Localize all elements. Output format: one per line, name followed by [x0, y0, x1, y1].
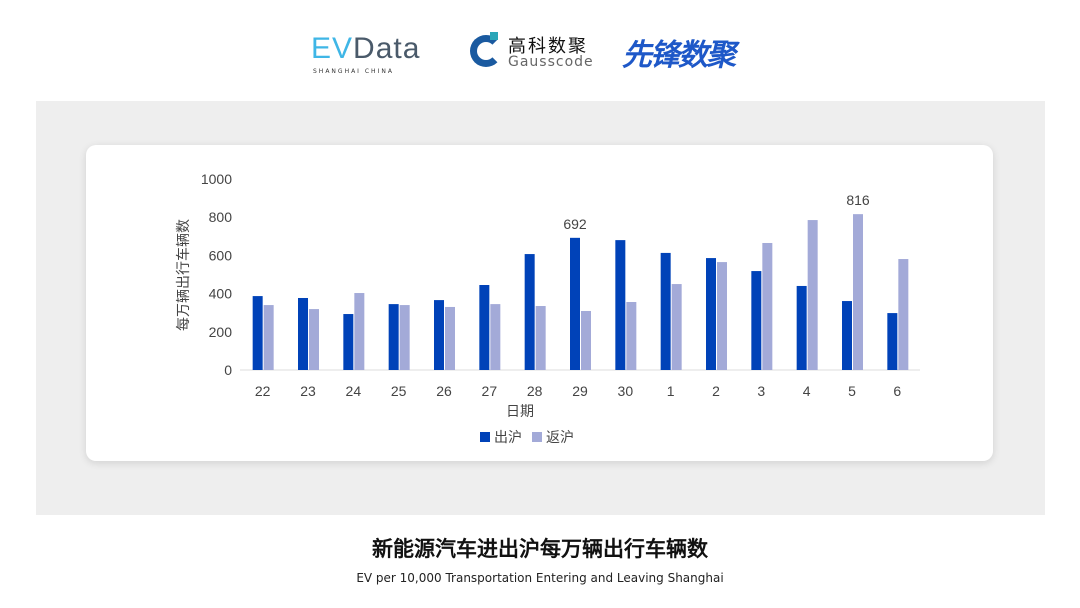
data-label: 692	[563, 216, 587, 232]
x-tick-label: 26	[436, 383, 452, 399]
x-tick-label: 2	[712, 383, 720, 399]
y-tick-label: 1000	[201, 171, 232, 187]
xianfeng-logo: 先锋数聚	[622, 38, 736, 73]
bar-back	[762, 242, 773, 370]
x-tick-label: 24	[346, 383, 362, 399]
x-tick-label: 1	[667, 383, 675, 399]
legend-label: 出沪	[494, 430, 522, 446]
bar-back	[581, 310, 591, 370]
y-tick-label: 200	[209, 324, 233, 340]
bar-out	[524, 254, 535, 370]
evdata-sub: SHANGHAI CHINA	[313, 68, 394, 75]
bar-back	[399, 305, 410, 370]
y-tick-label: 600	[209, 247, 233, 263]
bar-back	[490, 304, 501, 370]
bar-out	[615, 240, 626, 370]
bar-out	[751, 271, 762, 370]
x-axis-label: 日期	[506, 404, 534, 420]
bar-back	[263, 305, 274, 370]
gausscode-cn: 高科数聚	[508, 36, 588, 57]
x-tick-label: 28	[527, 383, 543, 399]
bar-out	[660, 252, 671, 370]
x-tick-label: 22	[255, 383, 271, 399]
bar-back	[354, 293, 365, 370]
legend-label: 返沪	[546, 430, 574, 446]
y-tick-label: 0	[224, 362, 232, 378]
y-axis-label: 每万辆出行车辆数	[175, 219, 192, 331]
y-tick-label: 400	[209, 286, 233, 302]
bar-out	[479, 285, 490, 370]
x-tick-label: 30	[618, 383, 634, 399]
legend-swatch	[532, 432, 542, 442]
x-tick-label: 5	[848, 383, 856, 399]
y-tick-label: 800	[209, 209, 233, 225]
x-tick-label: 27	[482, 383, 498, 399]
x-tick-label: 4	[803, 383, 811, 399]
x-tick-label: 3	[757, 383, 765, 399]
bar-out	[842, 301, 852, 370]
bar-out	[298, 297, 308, 370]
caption-title: 新能源汽车进出沪每万辆出行车辆数	[372, 537, 708, 561]
evdata-logo: EVData	[311, 32, 421, 65]
bar-back	[309, 309, 319, 370]
gausscode-icon	[470, 35, 502, 67]
bar-out	[706, 258, 716, 370]
bar-back	[671, 284, 682, 370]
bar-out	[252, 296, 263, 370]
legend-swatch	[480, 432, 490, 442]
x-tick-label: 29	[572, 383, 588, 399]
bar-out	[796, 285, 807, 370]
bar-back	[445, 306, 455, 370]
bar-out	[887, 313, 898, 370]
bar-back	[898, 259, 909, 370]
bar-out	[434, 300, 444, 370]
caption-subtitle: EV per 10,000 Transportation Entering an…	[356, 571, 724, 585]
logo-bar: EVData SHANGHAI CHINA 高科数聚 Gausscode 先锋数…	[0, 24, 1080, 75]
bar-back	[853, 214, 863, 370]
bar-back	[807, 220, 818, 370]
data-label: 816	[846, 192, 870, 208]
x-tick-label: 6	[893, 383, 901, 399]
bar-out	[388, 304, 399, 370]
bar-back	[535, 306, 546, 370]
gausscode-square-icon	[490, 32, 498, 40]
x-tick-label: 25	[391, 383, 407, 399]
bar-out	[343, 314, 354, 370]
chart-card	[86, 145, 993, 461]
gausscode-en: Gausscode	[508, 54, 594, 70]
bar-back	[717, 262, 727, 370]
bar-out	[570, 237, 580, 370]
x-tick-label: 23	[300, 383, 316, 399]
bar-back	[626, 302, 637, 370]
